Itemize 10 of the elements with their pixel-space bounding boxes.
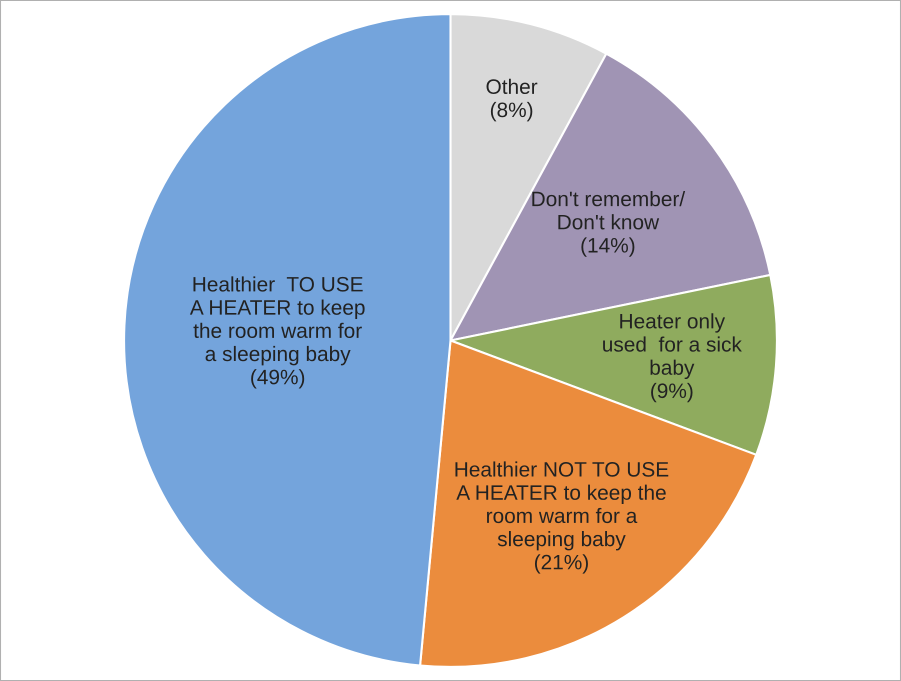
slice-label: Healthier NOT TO USE A HEATER to keep the room warm for a sleeping baby bbox=[455, 461, 668, 550]
slice-label: Other bbox=[486, 78, 538, 94]
slice-label: Don't remember/ Don't know bbox=[532, 190, 686, 230]
data-label: (9%) bbox=[651, 382, 693, 402]
data-label: (14%) bbox=[581, 237, 634, 257]
slice-label: Healthier TO USE A HEATER to keep the room warm for a sleeping baby bbox=[190, 276, 365, 366]
slice-label: Heater only used for a sick baby bbox=[603, 313, 742, 380]
data-label: (21%) bbox=[534, 554, 588, 574]
data-label: (8%) bbox=[490, 102, 532, 122]
data-label: (49%) bbox=[251, 369, 304, 389]
